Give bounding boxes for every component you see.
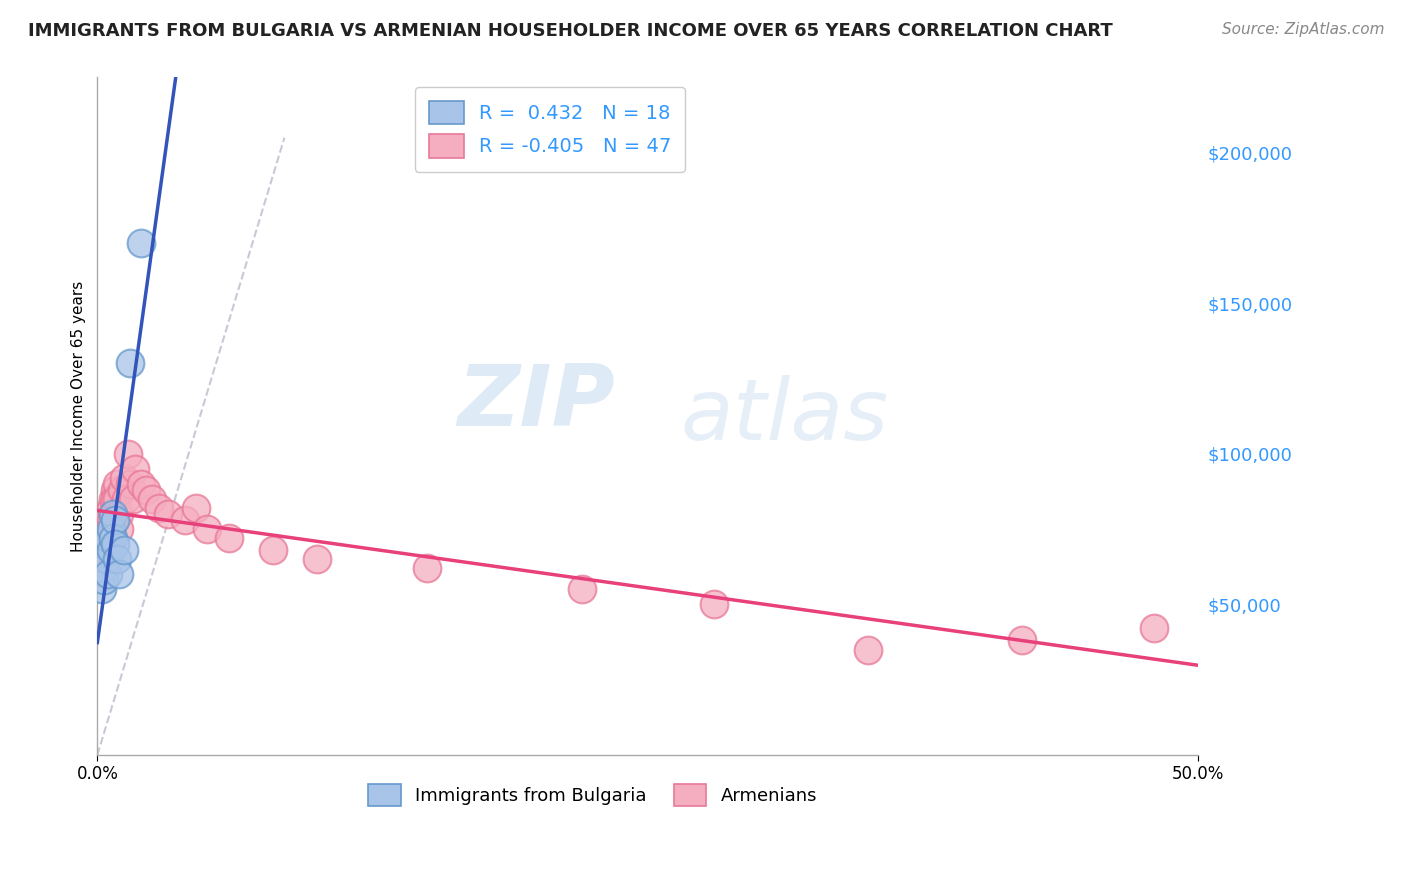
Point — [100, 501, 122, 516]
Point — [96, 513, 118, 527]
Point — [115, 491, 138, 506]
Point — [104, 513, 127, 527]
Point — [104, 537, 127, 551]
Point — [135, 483, 157, 497]
Point — [124, 462, 146, 476]
Point — [97, 537, 120, 551]
Point — [1011, 633, 1033, 648]
Text: ZIP: ZIP — [457, 361, 614, 444]
Point — [108, 567, 131, 582]
Point — [97, 531, 120, 545]
Point — [174, 513, 197, 527]
Point — [571, 582, 593, 597]
Point — [90, 582, 112, 597]
Point — [197, 522, 219, 536]
Point — [156, 507, 179, 521]
Point — [96, 531, 118, 545]
Point — [186, 501, 208, 516]
Legend: Immigrants from Bulgaria, Armenians: Immigrants from Bulgaria, Armenians — [361, 777, 824, 814]
Point — [105, 552, 128, 566]
Text: Source: ZipAtlas.com: Source: ZipAtlas.com — [1222, 22, 1385, 37]
Point — [131, 477, 153, 491]
Point — [93, 537, 115, 551]
Point — [105, 491, 128, 506]
Point — [96, 537, 118, 551]
Point — [108, 507, 131, 521]
Point — [141, 491, 163, 506]
Point — [416, 561, 439, 575]
Point — [93, 574, 115, 588]
Point — [101, 507, 124, 521]
Y-axis label: Householder Income Over 65 years: Householder Income Over 65 years — [72, 281, 86, 552]
Text: atlas: atlas — [681, 375, 889, 458]
Point — [120, 477, 142, 491]
Point — [90, 543, 112, 558]
Point — [120, 356, 142, 370]
Point — [110, 483, 132, 497]
Point — [93, 552, 115, 566]
Point — [307, 552, 329, 566]
Point — [148, 501, 170, 516]
Point — [104, 491, 127, 506]
Point — [100, 543, 122, 558]
Point — [97, 567, 120, 582]
Point — [117, 447, 139, 461]
Point — [1143, 622, 1166, 636]
Point — [93, 522, 115, 536]
Text: IMMIGRANTS FROM BULGARIA VS ARMENIAN HOUSEHOLDER INCOME OVER 65 YEARS CORRELATIO: IMMIGRANTS FROM BULGARIA VS ARMENIAN HOU… — [28, 22, 1114, 40]
Point — [96, 552, 118, 566]
Point — [89, 552, 111, 566]
Point — [100, 513, 122, 527]
Point — [112, 543, 135, 558]
Point — [97, 507, 120, 521]
Point — [104, 513, 127, 527]
Point — [112, 471, 135, 485]
Point — [97, 522, 120, 536]
Point — [101, 507, 124, 521]
Point — [101, 531, 124, 545]
Point — [105, 477, 128, 491]
Point — [90, 531, 112, 545]
Point — [856, 642, 879, 657]
Point — [131, 235, 153, 250]
Point — [703, 598, 725, 612]
Point — [108, 522, 131, 536]
Point — [218, 531, 240, 545]
Point — [121, 491, 143, 506]
Point — [104, 483, 127, 497]
Point — [93, 561, 115, 575]
Point — [96, 543, 118, 558]
Point — [101, 491, 124, 506]
Point — [100, 522, 122, 536]
Point — [262, 543, 284, 558]
